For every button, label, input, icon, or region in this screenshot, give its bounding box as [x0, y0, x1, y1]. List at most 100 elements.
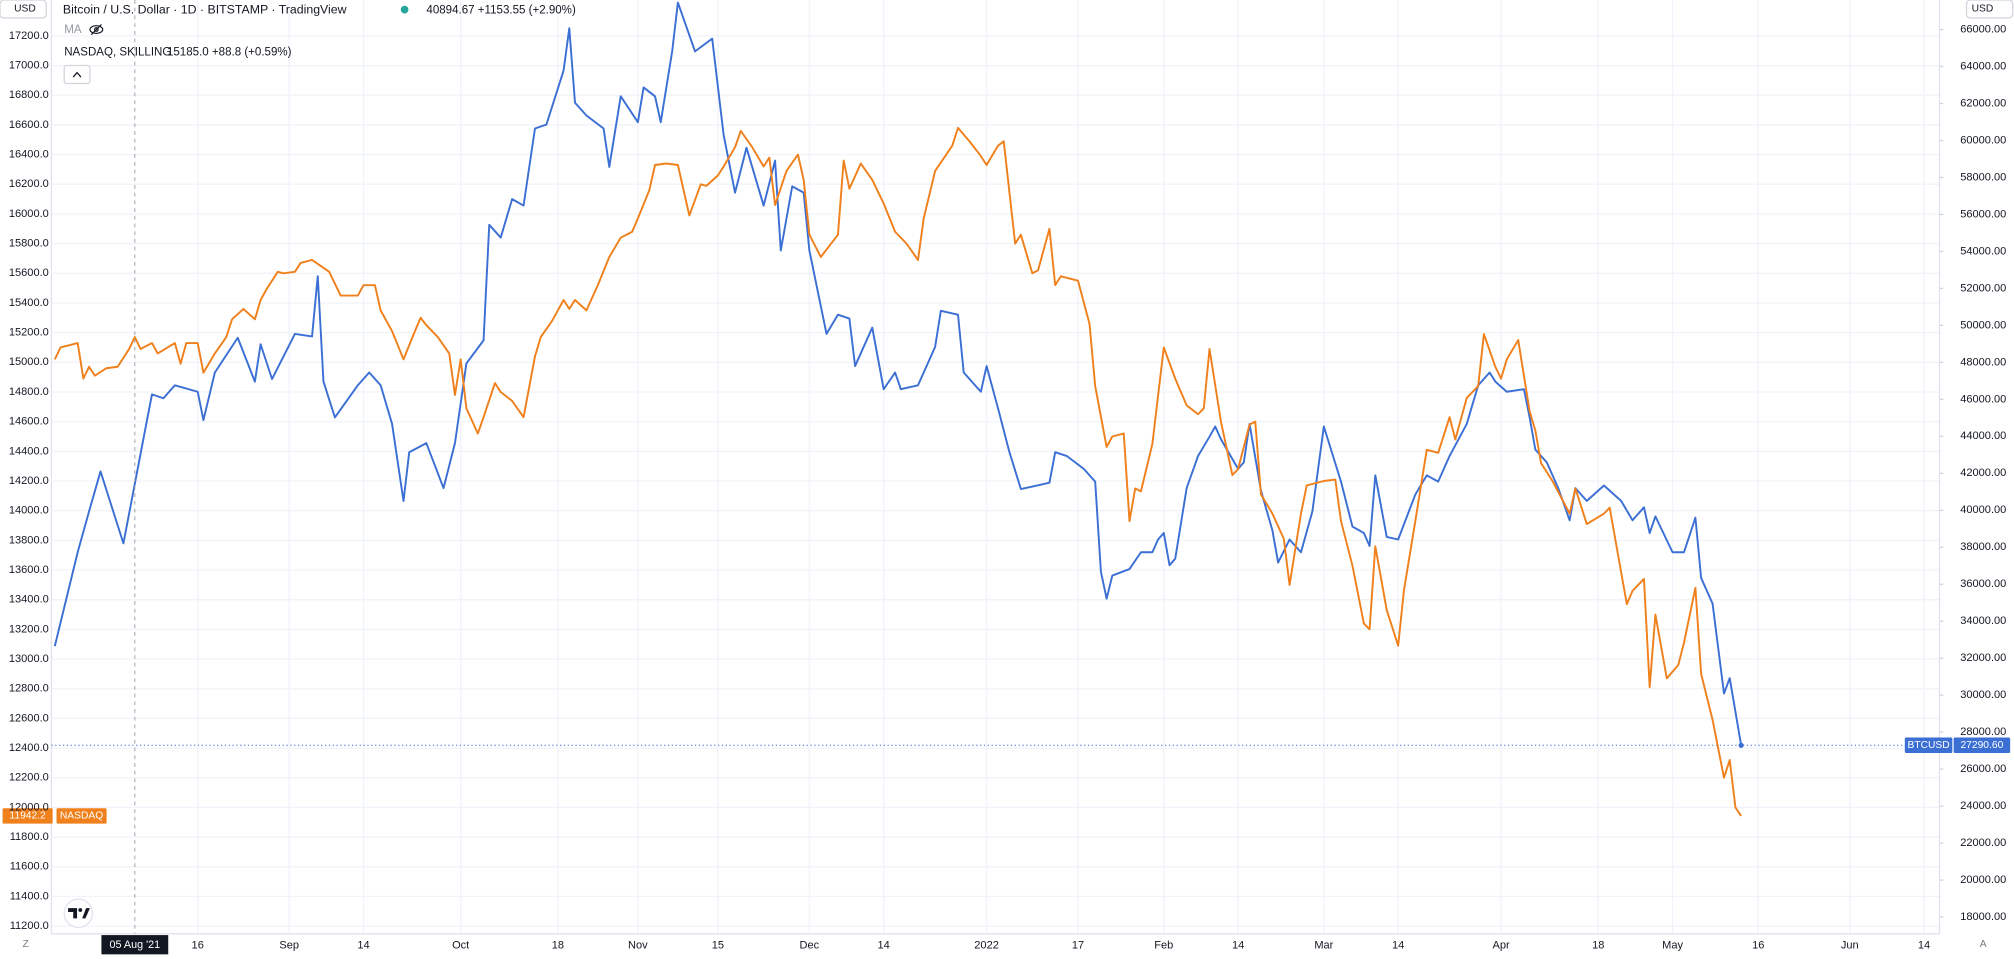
y2-tick-label: 20000.00 — [1960, 874, 2006, 886]
y-tick-label: 16400.0 — [9, 149, 49, 161]
y2-tick-label: 48000.00 — [1960, 356, 2006, 368]
x-tick-label: 14 — [1232, 939, 1244, 951]
y2-tick-label: 40000.00 — [1960, 504, 2006, 516]
grid — [51, 0, 1940, 934]
x-tick-label: Dec — [800, 939, 820, 951]
y-tick-label: 12200.0 — [9, 772, 49, 784]
y2-tick-label: 30000.00 — [1960, 689, 2006, 701]
y2-tick-label: 62000.00 — [1960, 97, 2006, 109]
y-tick-label: 14800.0 — [9, 386, 49, 398]
last-point — [1738, 742, 1744, 748]
corner-button[interactable]: A — [1980, 939, 1987, 950]
y-tick-label: 16000.0 — [9, 208, 49, 220]
price-badge-label: 27290.60 — [1960, 740, 2003, 751]
y-tick-label: 13600.0 — [9, 564, 49, 576]
x-tick-label: 18 — [552, 939, 564, 951]
y-tick-label: 14200.0 — [9, 475, 49, 487]
tv-logo — [63, 898, 94, 929]
y-tick-label: 16600.0 — [9, 119, 49, 131]
x-tick-label: 17 — [1072, 939, 1084, 951]
y-tick-label: 11400.0 — [10, 890, 49, 902]
subtitle-value: 15185.0 +88.8 (+0.59%) — [167, 47, 292, 59]
y2-tick-label: 50000.00 — [1960, 319, 2006, 331]
crosshair-badge — [101, 935, 169, 955]
price-badge — [1953, 737, 2011, 753]
x-tick-label: 16 — [192, 939, 204, 951]
y-tick-label: 15600.0 — [9, 267, 49, 279]
price-badge-label: 11942.2 — [9, 811, 46, 822]
x-tick-label: 14 — [1918, 939, 1930, 951]
series-badge — [56, 808, 107, 824]
y-tick-label: 13800.0 — [9, 534, 49, 546]
plot-area — [51, 1, 1940, 817]
y2-tick-label: 44000.00 — [1960, 430, 2006, 442]
y-tick-label: 17200.0 — [9, 30, 49, 42]
crosshair-label: 05 Aug '21 — [110, 939, 161, 951]
currency-button[interactable] — [1965, 0, 2014, 19]
y2-tick-label: 22000.00 — [1960, 837, 2006, 849]
y-tick-label: 12400.0 — [9, 742, 49, 754]
y2-tick-label: 42000.00 — [1960, 467, 2006, 479]
y2-tick-label: 24000.00 — [1960, 800, 2006, 812]
title-value: 40894.67 +1153.55 (+2.90%) — [426, 4, 576, 16]
x-tick-label: Nov — [628, 939, 648, 951]
x-tick-label: Feb — [1154, 939, 1173, 951]
y2-tick-label: 18000.00 — [1960, 911, 2006, 923]
hide-icon[interactable] — [89, 24, 104, 36]
y-tick-label: 13400.0 — [9, 594, 49, 606]
x-tick-label: Sep — [279, 939, 299, 951]
y2-tick-label: 56000.00 — [1960, 208, 2006, 220]
y2-tick-label: 38000.00 — [1960, 541, 2006, 553]
price-badge — [2, 808, 53, 824]
chart-title: Bitcoin / U.S. Dollar · 1D · BITSTAMP · … — [63, 3, 347, 17]
y2-tick-label: 64000.00 — [1960, 60, 2006, 72]
y2-tick-label: 32000.00 — [1960, 652, 2006, 664]
y-tick-label: 13000.0 — [9, 653, 49, 665]
y2-tick-label: 54000.00 — [1960, 245, 2006, 257]
corner-button[interactable]: Z — [23, 939, 29, 950]
y-tick-label: 14000.0 — [9, 505, 49, 517]
x-tick-label: Mar — [1314, 939, 1333, 951]
series-badge — [1904, 737, 1953, 753]
y-tick-label: 16200.0 — [9, 178, 49, 190]
series-badge-name: NASDAQ — [60, 811, 103, 822]
currency-button[interactable] — [0, 0, 47, 19]
x-tick-label: May — [1662, 939, 1683, 951]
line-series — [53, 126, 1742, 817]
y-tick-label: 12800.0 — [9, 683, 49, 695]
x-tick-label: 2022 — [974, 939, 999, 951]
y2-tick-label: 46000.00 — [1960, 393, 2006, 405]
currency-label[interactable]: USD — [1972, 4, 1994, 15]
y-tick-label: 11200.0 — [10, 920, 49, 932]
x-tick-label: 16 — [1752, 939, 1764, 951]
status-dot — [400, 5, 409, 14]
y-tick-label: 15400.0 — [9, 297, 49, 309]
series-badge-name: BTCUSD — [1907, 740, 1949, 751]
x-tick-label: 14 — [878, 939, 890, 951]
line-series — [53, 1, 1743, 746]
x-tick-label: Oct — [452, 939, 469, 951]
x-tick-label: 14 — [1392, 939, 1404, 951]
currency-label[interactable]: USD — [14, 4, 36, 15]
y-tick-label: 12000.0 — [9, 801, 49, 813]
collapse-button[interactable] — [63, 64, 91, 85]
y2-tick-label: 66000.00 — [1960, 23, 2006, 35]
y-tick-label: 12600.0 — [9, 712, 49, 724]
y-tick-label: 17000.0 — [9, 60, 49, 72]
y-tick-label: 15800.0 — [9, 238, 49, 250]
y2-tick-label: 26000.00 — [1960, 763, 2006, 775]
x-tick-label: Apr — [1492, 939, 1509, 951]
collapse-icon[interactable] — [72, 71, 82, 78]
subtitle: NASDAQ, SKILLING — [64, 47, 171, 59]
y2-tick-label: 36000.00 — [1960, 578, 2006, 590]
y-tick-label: 11800.0 — [10, 831, 49, 843]
x-tick-label: Jun — [1841, 939, 1859, 951]
y2-tick-label: 60000.00 — [1960, 134, 2006, 146]
y-tick-label: 14600.0 — [9, 416, 49, 428]
y2-tick-label: 28000.00 — [1960, 726, 2006, 738]
indicator-label[interactable]: MA — [64, 24, 82, 36]
